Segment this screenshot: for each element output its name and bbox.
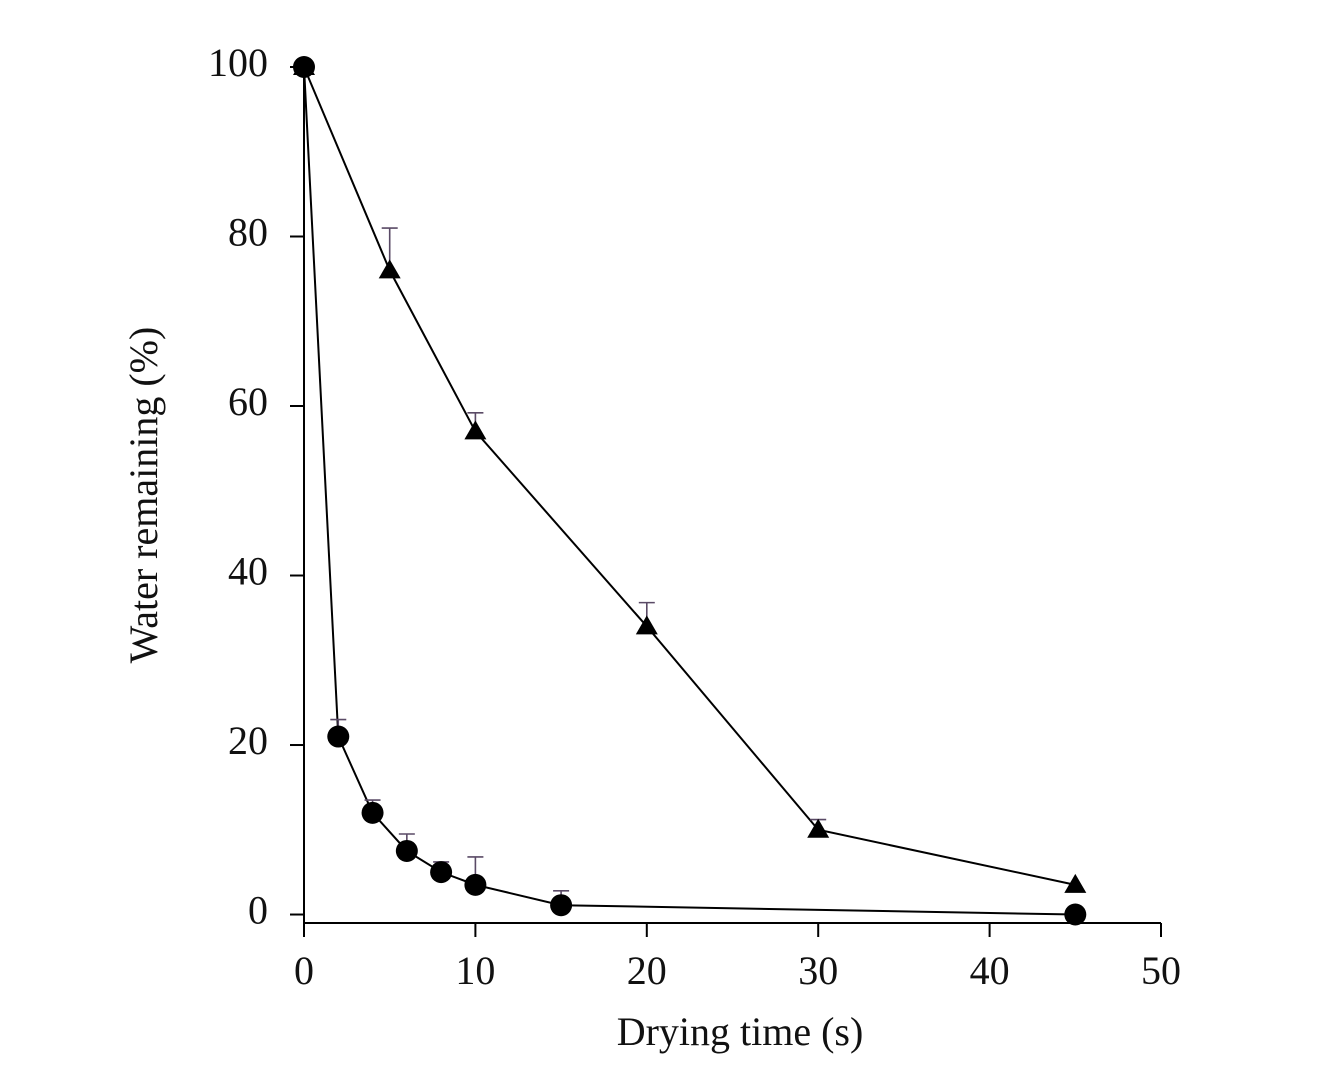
series-line bbox=[303, 66, 1076, 916]
y-tick-label: 100 bbox=[208, 40, 268, 85]
x-tick-label: 0 bbox=[294, 948, 314, 993]
x-axis-label: Drying time (s) bbox=[617, 1009, 864, 1054]
x-tick-label: 20 bbox=[627, 948, 667, 993]
circle-marker bbox=[550, 894, 573, 917]
x-tick-label: 30 bbox=[798, 948, 838, 993]
circle-marker bbox=[395, 839, 418, 862]
y-tick-label: 0 bbox=[248, 888, 268, 933]
series-line bbox=[303, 66, 1076, 886]
circle-marker bbox=[430, 861, 453, 884]
y-tick-label: 80 bbox=[228, 210, 268, 255]
circle-marker bbox=[361, 801, 384, 824]
triangle-marker bbox=[635, 615, 658, 635]
circle-marker bbox=[293, 56, 315, 78]
triangle-marker bbox=[1064, 873, 1087, 893]
y-axis-label: Water remaining (%) bbox=[121, 327, 166, 664]
x-tick-label: 40 bbox=[970, 948, 1010, 993]
circle-marker bbox=[327, 725, 350, 748]
y-tick-label: 20 bbox=[228, 718, 268, 763]
y-tick-label: 40 bbox=[228, 549, 268, 594]
x-tick-label: 50 bbox=[1141, 948, 1181, 993]
triangle-marker bbox=[464, 420, 487, 440]
y-tick-label: 60 bbox=[228, 379, 268, 424]
triangle-marker bbox=[378, 259, 401, 279]
circle-marker bbox=[464, 873, 487, 896]
x-tick-label: 10 bbox=[455, 948, 495, 993]
triangle-marker bbox=[807, 818, 830, 838]
circle-marker bbox=[1064, 903, 1087, 926]
